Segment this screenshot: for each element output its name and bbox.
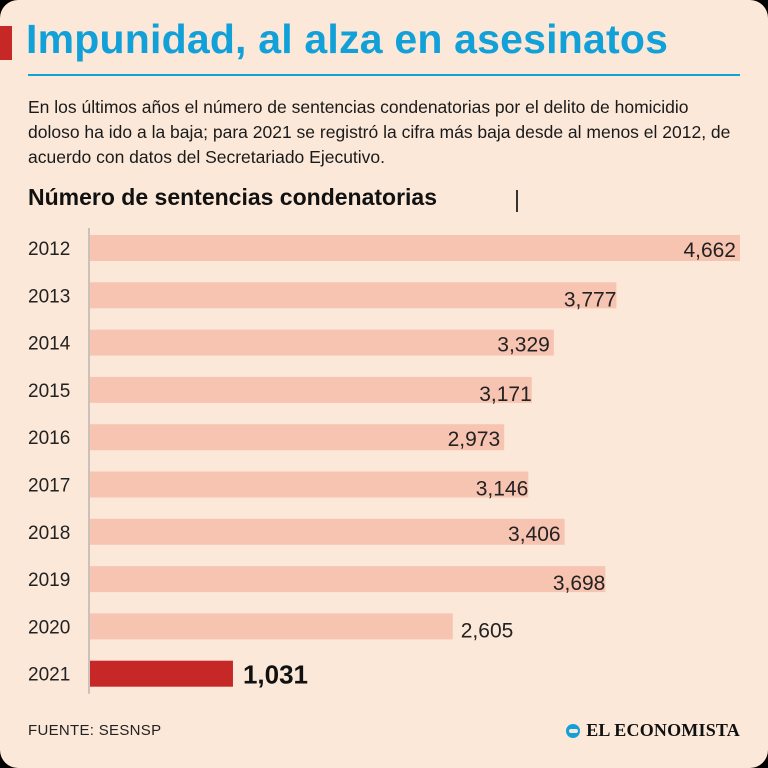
value-label-2020: 2,605 bbox=[461, 619, 514, 642]
page-title: Impunidad, al alza en asesinatos bbox=[26, 16, 669, 62]
value-label-2021: 1,031 bbox=[243, 660, 308, 690]
year-label-2020: 2020 bbox=[28, 617, 70, 638]
value-label-2017: 3,146 bbox=[476, 478, 529, 501]
title-accent-mark bbox=[0, 26, 12, 60]
year-label-2015: 2015 bbox=[28, 381, 70, 402]
bar-2019 bbox=[90, 566, 606, 593]
year-label-2019: 2019 bbox=[28, 570, 70, 591]
bar-2015 bbox=[90, 376, 532, 403]
description-text: En los últimos años el número de sentenc… bbox=[28, 97, 731, 167]
year-label-2012: 2012 bbox=[28, 239, 70, 260]
value-label-2016: 2,973 bbox=[448, 428, 501, 451]
value-label-2015: 3,171 bbox=[479, 383, 532, 406]
bar-2012 bbox=[90, 235, 740, 261]
value-label-2019: 3,698 bbox=[553, 572, 606, 595]
year-label-2017: 2017 bbox=[28, 476, 70, 497]
logo-text: EL ECONOMISTA bbox=[586, 720, 740, 740]
year-label-2018: 2018 bbox=[28, 523, 70, 544]
chart-title: Número de sentencias condenatorias bbox=[28, 184, 438, 210]
bar-2014 bbox=[90, 329, 554, 356]
source-note: FUENTE: SESNSP bbox=[28, 722, 162, 739]
bar-2017 bbox=[90, 471, 529, 498]
value-label-2012: 4,662 bbox=[683, 239, 736, 262]
bar-2016 bbox=[90, 424, 505, 451]
bar-2021 bbox=[90, 660, 233, 687]
publisher-logo: EL ECONOMISTA bbox=[566, 720, 740, 741]
year-label-2016: 2016 bbox=[28, 428, 70, 449]
year-label-2021: 2021 bbox=[28, 665, 70, 686]
value-label-2013: 3,777 bbox=[564, 288, 617, 311]
bar-2020 bbox=[90, 613, 453, 640]
value-label-2014: 3,329 bbox=[497, 334, 550, 357]
value-label-2018: 3,406 bbox=[508, 523, 561, 546]
el-economista-logo-icon bbox=[566, 723, 581, 738]
title-divider bbox=[28, 74, 740, 76]
chart-title-tick bbox=[516, 190, 518, 212]
bar-2018 bbox=[90, 518, 565, 545]
year-label-2013: 2013 bbox=[28, 286, 70, 307]
year-label-2014: 2014 bbox=[28, 334, 71, 355]
bar-2013 bbox=[90, 282, 617, 309]
